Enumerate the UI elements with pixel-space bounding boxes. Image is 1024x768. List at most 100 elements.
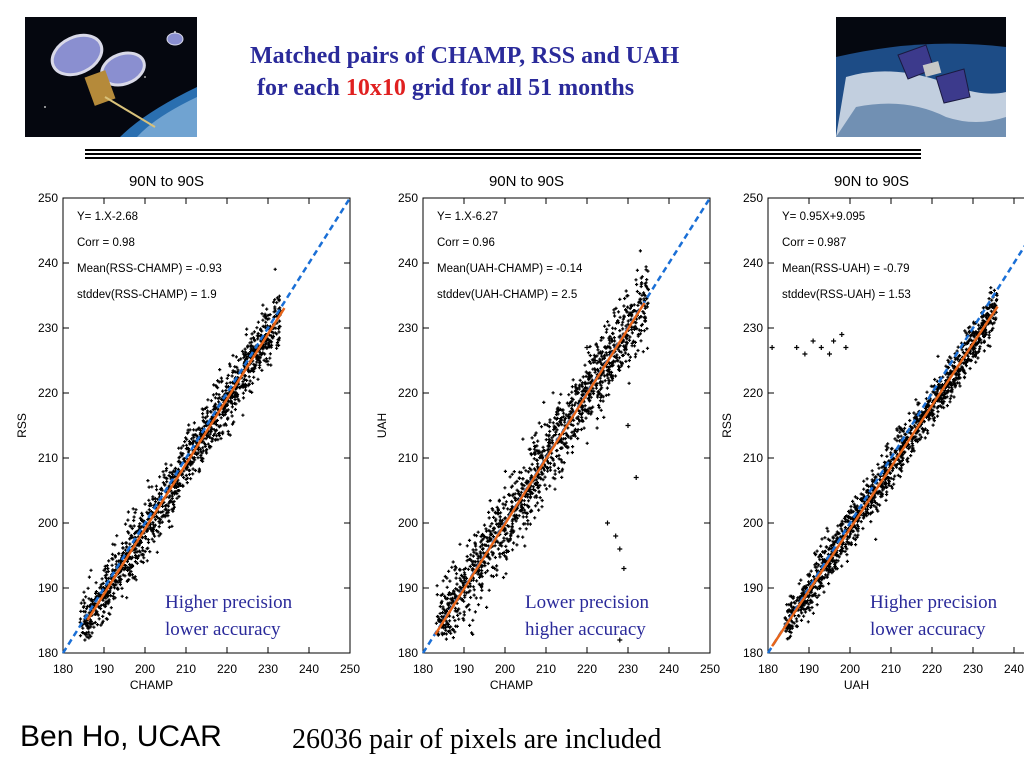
pixel-count-note: 26036 pair of pixels are included [292,724,662,755]
y-tick-label: 220 [38,386,58,400]
divider-line-middle [85,153,921,155]
regression-fit-line [771,305,999,647]
y-tick-label: 210 [398,451,418,465]
plot-frame [767,197,1024,654]
y-tick-label: 210 [743,451,763,465]
y-tick-label: 230 [398,321,418,335]
x-tick-label: 250 [700,662,720,676]
plot-frame [62,197,351,654]
y-tick-label: 220 [743,386,763,400]
scatter-chart-rss-vs-champ: 90N to 90S 180 190 200 210 220 230 240 250 180 190… [10,160,360,700]
x-axis-label: CHAMP [130,678,173,692]
y-tick-label: 230 [38,321,58,335]
stats-line: Mean(RSS-CHAMP) = -0.93 [77,263,222,275]
x-tick-label: 230 [618,662,638,676]
y-tick-label: 200 [38,516,58,530]
x-axis-label: UAH [844,678,869,692]
title-line-2: for each 10x10 grid for all 51 months [230,72,790,104]
stats-line: Corr = 0.98 [77,237,135,249]
title-line-1: Matched pairs of CHAMP, RSS and UAH [250,43,680,69]
stats-line: stddev(UAH-CHAMP) = 2.5 [437,289,577,301]
chart-svg: 90N to 90S 180 190 200 210 220 230 240 250 180 190… [375,173,720,692]
y-tick-label: 190 [398,581,418,595]
satellite-illustration [25,17,197,137]
data-points [434,249,650,643]
regression-fit-line [86,307,286,621]
y-tick-label: 210 [38,451,58,465]
x-tick-label: 200 [495,662,515,676]
stats-line: Corr = 0.987 [782,237,846,249]
x-tick-label: 240 [659,662,679,676]
stats-line: stddev(RSS-UAH) = 1.53 [782,289,911,301]
y-axis-label: RSS [720,413,734,438]
y-tick-label: 240 [398,256,418,270]
x-tick-label: 220 [217,662,237,676]
stats-line: Mean(UAH-CHAMP) = -0.14 [437,263,583,275]
y-tick-label: 220 [398,386,418,400]
chart-title: 90N to 90S [834,173,909,190]
x-tick-label: 190 [94,662,114,676]
y-tick-label: 250 [38,191,58,205]
title-line-2-prefix: for each [257,75,346,101]
title-line-2-suffix: grid for all 51 months [405,75,635,101]
x-axis-label: CHAMP [490,678,533,692]
precision-annotation: Higher precision [870,592,998,613]
x-tick-label: 210 [536,662,556,676]
chart-svg: 90N to 90S 180 190 200 210 220 230 240 250 180 190… [15,173,360,692]
y-axis-label: RSS [15,413,29,438]
y-tick-label: 250 [743,191,763,205]
author-credit: Ben Ho, UCAR [20,720,222,753]
precision-annotation: lower accuracy [870,619,986,640]
x-tick-label: 190 [799,662,819,676]
x-tick-label: 210 [176,662,196,676]
x-tick-label: 190 [454,662,474,676]
x-tick-label: 240 [1004,662,1024,676]
data-points [769,286,999,641]
chart-svg: 90N to 90S 180 190 200 210 220 230 240 250 180 190… [720,173,1024,692]
y-tick-label: 250 [398,191,418,205]
stats-line: Corr = 0.96 [437,237,495,249]
y-tick-label: 240 [743,256,763,270]
x-tick-label: 230 [258,662,278,676]
y-tick-label: 240 [38,256,58,270]
data-point-markers [434,249,650,643]
precision-annotation: Lower precision [525,592,649,613]
y-tick-label: 190 [743,581,763,595]
x-tick-label: 240 [299,662,319,676]
chart-title: 90N to 90S [489,173,564,190]
stats-line: Y= 0.95X+9.095 [782,211,865,223]
scatter-chart-rss-vs-uah: 90N to 90S 180 190 200 210 220 230 240 250 180 190… [715,160,1024,700]
x-tick-label: 210 [881,662,901,676]
x-tick-label: 220 [922,662,942,676]
stats-line: Mean(RSS-UAH) = -0.79 [782,263,910,275]
y-tick-label: 230 [743,321,763,335]
regression-fit-line [434,302,646,636]
plot-frame [422,197,711,654]
precision-annotation: higher accuracy [525,619,646,640]
satellite-over-earth-illustration [836,17,1006,137]
x-tick-label: 220 [577,662,597,676]
x-tick-label: 200 [840,662,860,676]
divider-line-top [85,149,921,151]
precision-annotation: lower accuracy [165,619,281,640]
y-tick-label: 190 [38,581,58,595]
y-tick-label: 180 [398,646,418,660]
stats-line: stddev(RSS-CHAMP) = 1.9 [77,289,217,301]
stats-line: Y= 1.X-2.68 [77,211,138,223]
x-tick-label: 180 [53,662,73,676]
y-tick-label: 180 [38,646,58,660]
chart-title: 90N to 90S [129,173,204,190]
divider-line-bottom [85,157,921,159]
y-axis-label: UAH [375,413,389,438]
x-tick-label: 180 [758,662,778,676]
precision-annotation: Higher precision [165,592,293,613]
title-highlight: 10x10 [345,75,406,101]
x-tick-label: 180 [413,662,433,676]
y-tick-label: 200 [743,516,763,530]
stats-line: Y= 1.X-6.27 [437,211,498,223]
scatter-chart-uah-vs-champ: 90N to 90S 180 190 200 210 220 230 240 250 180 190… [370,160,720,700]
x-tick-label: 250 [340,662,360,676]
y-tick-label: 180 [743,646,763,660]
data-point-markers [769,286,999,641]
y-tick-label: 200 [398,516,418,530]
